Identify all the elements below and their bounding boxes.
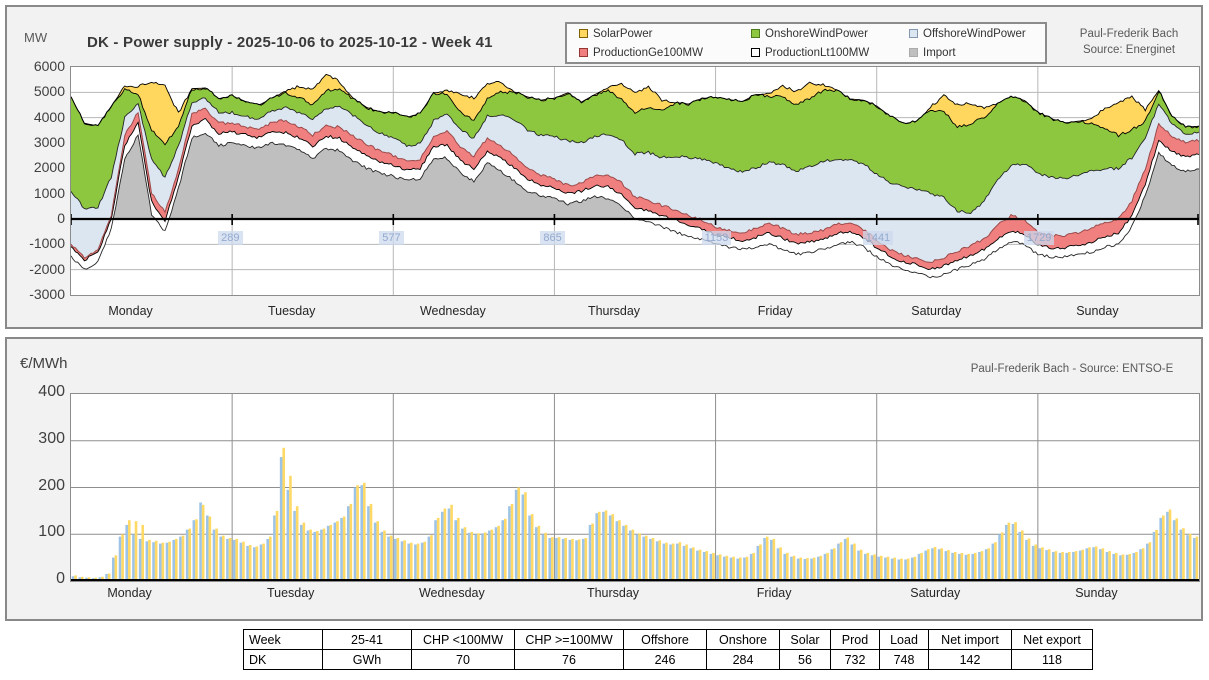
supply-day-label: Thursday xyxy=(587,304,641,318)
price-y-tick-label: 300 xyxy=(38,429,65,447)
price-day-label: Sunday xyxy=(1075,586,1118,600)
table-cell: Week xyxy=(243,629,323,650)
table-cell: CHP >=100MW xyxy=(514,629,624,650)
supply-day-label: Wednesday xyxy=(419,304,486,318)
table-cell: 732 xyxy=(830,649,880,670)
table-cell: Prod xyxy=(830,629,880,650)
supply-y-tick-label: 0 xyxy=(57,210,65,226)
table-cell: Onshore xyxy=(706,629,780,650)
legend-label: ProductionGe100MW xyxy=(593,46,703,59)
supply-stacked-area-chart xyxy=(71,67,1199,295)
table-cell: 56 xyxy=(779,649,831,670)
offshorewind-swatch-icon xyxy=(909,29,918,38)
onshorewind-swatch-icon xyxy=(751,29,760,38)
supply-y-tick-label: -1000 xyxy=(29,235,65,252)
legend-label: OffshoreWindPower xyxy=(923,27,1026,40)
supply-day-label: Friday xyxy=(757,304,793,318)
legend-item-productionlt100: ProductionLt100MW xyxy=(751,47,909,59)
day-index-watermark: 1441 xyxy=(862,231,894,245)
legend-label: OnshoreWindPower xyxy=(765,27,868,40)
table-cell: 118 xyxy=(1011,649,1093,670)
price-day-label: Monday xyxy=(107,586,152,600)
supply-unit-label: MW xyxy=(24,30,48,45)
supply-attribution: Paul-Frederik Bach Source: Energinet xyxy=(1059,26,1199,58)
price-unit-label: €/MWh xyxy=(20,355,68,372)
supply-y-tick-label: 2000 xyxy=(33,159,65,176)
legend-label: ProductionLt100MW xyxy=(765,46,870,59)
supply-y-tick-label: 3000 xyxy=(33,134,65,150)
price-y-tick-label: 100 xyxy=(38,523,65,541)
supply-legend: SolarPower OnshoreWindPower OffshoreWind… xyxy=(565,22,1047,64)
supply-chart-title: DK - Power supply - 2025-10-06 to 2025-1… xyxy=(87,34,493,51)
attribution-author: Paul-Frederik Bach xyxy=(1079,28,1179,40)
supply-y-tick-label: -2000 xyxy=(29,260,65,277)
supply-y-tick-label: 5000 xyxy=(33,83,65,100)
day-index-watermark: 865 xyxy=(540,231,565,245)
table-cell: Load xyxy=(879,629,929,650)
price-plot-area xyxy=(70,393,1200,582)
day-index-watermark: 1729 xyxy=(1023,231,1055,245)
table-cell: CHP <100MW xyxy=(411,629,515,650)
price-day-label: Thursday xyxy=(586,586,640,600)
attribution-source: Source: Energinet xyxy=(1082,44,1176,56)
day-index-watermark: 289 xyxy=(218,231,243,245)
table-cell: 284 xyxy=(706,649,780,670)
productionge100-swatch-icon xyxy=(579,48,588,57)
supply-y-tick-label: -3000 xyxy=(29,286,65,302)
table-data-row: DK GWh 70 76 246 284 56 732 748 142 118 xyxy=(243,649,1093,670)
spot-prices-panel: €/MWh Spot prices - 2025 - Week 41 DK1 D… xyxy=(5,337,1203,621)
supply-day-label: Tuesday xyxy=(267,304,316,318)
price-bar-chart xyxy=(71,394,1199,581)
legend-item-offshorewind: OffshoreWindPower xyxy=(909,28,1045,40)
legend-label: Import xyxy=(923,46,956,59)
import-swatch-icon xyxy=(909,48,918,57)
table-cell: 748 xyxy=(879,649,929,670)
price-y-tick-label: 0 xyxy=(56,570,65,587)
solarpower-swatch-icon xyxy=(579,29,588,38)
supply-plot-area: 289 577 865 1153 1441 1729 xyxy=(70,66,1200,296)
day-index-watermark: 1153 xyxy=(701,231,732,245)
supply-day-label: Saturday xyxy=(911,304,962,318)
power-supply-panel: MW DK - Power supply - 2025-10-06 to 202… xyxy=(5,5,1203,329)
supply-y-tick-label: 1000 xyxy=(33,184,65,201)
table-cell: 246 xyxy=(623,649,707,670)
weekly-summary-table: Week 25-41 CHP <100MW CHP >=100MW Offshore On… xyxy=(243,629,1093,670)
supply-y-tick-label: 4000 xyxy=(33,108,65,125)
price-day-label: Saturday xyxy=(910,586,961,600)
legend-item-solarpower: SolarPower xyxy=(579,28,751,40)
supply-day-label: Monday xyxy=(108,304,153,318)
supply-day-label: Sunday xyxy=(1076,304,1119,318)
price-y-tick-label: 400 xyxy=(38,383,65,400)
table-cell: Solar xyxy=(779,629,831,650)
table-cell: Net export xyxy=(1011,629,1093,650)
price-day-label: Friday xyxy=(756,586,792,600)
day-index-watermark: 577 xyxy=(379,231,404,245)
price-day-label: Wednesday xyxy=(418,586,485,600)
supply-y-tick-label: 6000 xyxy=(33,58,65,74)
price-day-label: Tuesday xyxy=(266,586,315,600)
price-attribution: Paul-Frederik Bach - Source: ENTSO-E xyxy=(970,363,1174,375)
table-cell: 70 xyxy=(411,649,515,670)
price-y-tick-label: 200 xyxy=(38,476,65,494)
legend-item-onshorewind: OnshoreWindPower xyxy=(751,28,909,40)
table-cell: Offshore xyxy=(623,629,707,650)
table-cell: Net import xyxy=(928,629,1012,650)
table-cell: DK xyxy=(243,649,323,670)
productionlt100-swatch-icon xyxy=(751,48,760,57)
legend-item-import: Import xyxy=(909,47,1045,59)
table-header-row: Week 25-41 CHP <100MW CHP >=100MW Offshore On… xyxy=(243,629,1093,650)
table-cell: 142 xyxy=(928,649,1012,670)
legend-item-productionge100: ProductionGe100MW xyxy=(579,47,751,59)
table-cell: 25-41 xyxy=(322,629,412,650)
table-cell: 76 xyxy=(514,649,624,670)
legend-label: SolarPower xyxy=(593,27,653,40)
table-cell: GWh xyxy=(322,649,412,670)
